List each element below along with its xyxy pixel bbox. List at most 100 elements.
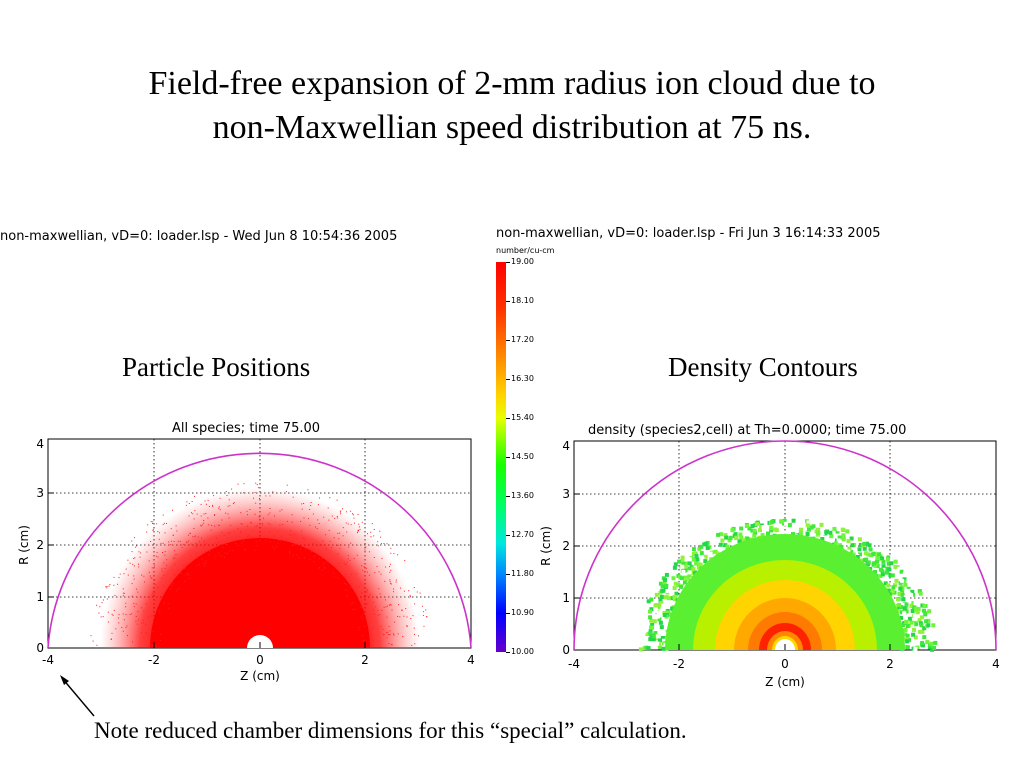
- particle-dot: [221, 519, 223, 521]
- particle-dot: [379, 614, 381, 615]
- particle-dot: [327, 507, 329, 509]
- particle-dot: [364, 549, 366, 551]
- density-speckle-cell: [900, 623, 905, 627]
- colorbar-tick: [506, 496, 510, 497]
- particle-dot: [229, 550, 231, 552]
- particle-dot: [96, 604, 98, 606]
- particle-dot: [249, 509, 251, 510]
- particle-dot: [145, 623, 147, 625]
- density-speckle-cell: [655, 636, 660, 641]
- particle-dot: [119, 573, 121, 575]
- particle-dot: [232, 503, 234, 505]
- particle-dot: [322, 540, 324, 542]
- density-speckle-cell: [651, 637, 656, 642]
- density-speckle-cell: [652, 634, 656, 639]
- particle-dot: [246, 525, 248, 527]
- particle-dot: [186, 564, 188, 566]
- particle-dot: [131, 583, 133, 585]
- density-speckle-cell: [912, 627, 916, 632]
- density-speckle-cell: [687, 556, 692, 561]
- density-speckle-cell: [658, 598, 663, 603]
- particle-dot: [96, 644, 98, 646]
- particle-dot: [380, 573, 382, 575]
- particle-dot: [288, 534, 290, 536]
- density-speckle-cell: [889, 557, 894, 562]
- particle-dot: [361, 565, 363, 567]
- particle-dot: [140, 552, 142, 554]
- particle-dot: [389, 571, 391, 573]
- density-speckle-cell: [699, 551, 704, 556]
- particle-dot: [205, 543, 207, 545]
- particle-dot: [92, 640, 94, 642]
- slide-title-line-2: non-Maxwellian speed distribution at 75 …: [212, 109, 812, 146]
- particle-dot: [123, 592, 125, 594]
- density-speckle-cell: [659, 601, 664, 605]
- density-speckle-cell: [664, 584, 669, 588]
- particle-dot: [412, 615, 414, 617]
- particle-dot: [423, 611, 425, 613]
- particle-dot: [363, 639, 365, 641]
- particle-dot: [152, 528, 154, 530]
- colorbar-tick-label: 10.00: [511, 647, 534, 656]
- particle-dot: [200, 524, 202, 526]
- particle-dot: [241, 523, 243, 525]
- particle-dot: [166, 564, 168, 566]
- particle-dot: [225, 512, 227, 514]
- density-speckle-cell: [916, 607, 921, 612]
- density-speckle-cell: [929, 641, 934, 646]
- density-speckle-cell: [872, 561, 877, 566]
- particle-dot: [373, 613, 375, 615]
- particle-dot: [150, 644, 152, 646]
- particle-dot: [157, 587, 159, 589]
- density-speckle-cell: [926, 623, 931, 628]
- density-speckle-cell: [699, 544, 704, 549]
- particle-dot: [411, 644, 413, 646]
- particle-dot: [208, 524, 210, 526]
- density-speckle-cell: [662, 613, 667, 617]
- particle-scatter: [90, 482, 428, 647]
- particle-dot: [366, 603, 368, 605]
- particle-dot: [301, 530, 303, 532]
- particle-dot: [184, 580, 186, 582]
- density-speckle-cell: [666, 599, 671, 604]
- density-speckle-cell: [657, 645, 662, 650]
- particle-dot: [90, 635, 92, 637]
- particle-dot: [100, 616, 102, 618]
- particle-dot: [329, 540, 331, 542]
- particle-dot: [389, 630, 391, 632]
- particle-dot: [386, 632, 388, 634]
- density-speckle-cell: [863, 551, 868, 556]
- particle-dot: [240, 532, 242, 533]
- density-speckle-cell: [886, 555, 891, 560]
- particle-dot: [194, 535, 196, 537]
- left-ytick-label: 4: [36, 437, 44, 451]
- particle-dot: [390, 583, 392, 585]
- particle-dot: [143, 637, 145, 639]
- density-speckle-cell: [661, 588, 666, 593]
- particle-dot: [354, 522, 355, 524]
- density-speckle-cell: [687, 570, 692, 575]
- particle-dot: [232, 550, 234, 552]
- particle-dot: [137, 611, 139, 612]
- colorbar-tick-label: 18.10: [511, 296, 534, 305]
- slide-title-line-1: Field-free expansion of 2-mm radius ion …: [148, 65, 876, 102]
- particle-dot: [377, 614, 379, 616]
- particle-positions-plot: -4 -2 0 2 4 Z (cm) 0 1 2 3 4 R (cm): [17, 437, 475, 683]
- particle-dot: [393, 634, 395, 636]
- density-speckle-cell: [803, 526, 807, 531]
- particle-dot: [358, 586, 360, 588]
- particle-dot: [155, 645, 157, 647]
- particle-dot: [257, 487, 259, 489]
- particle-dot: [345, 563, 347, 565]
- density-speckle-cell: [680, 564, 685, 569]
- density-speckle-cell: [904, 637, 909, 642]
- left-xtick-label: 4: [467, 653, 475, 667]
- particle-dot: [105, 586, 107, 588]
- particle-dot: [186, 572, 188, 574]
- density-speckle-cell: [845, 529, 850, 534]
- left-plot-header: non-maxwellian, vD=0: loader.lsp - Wed J…: [0, 229, 398, 244]
- particle-dot: [344, 589, 346, 591]
- density-speckle-cell: [923, 612, 928, 617]
- density-speckle-cell: [773, 527, 778, 532]
- particle-dot: [211, 525, 213, 526]
